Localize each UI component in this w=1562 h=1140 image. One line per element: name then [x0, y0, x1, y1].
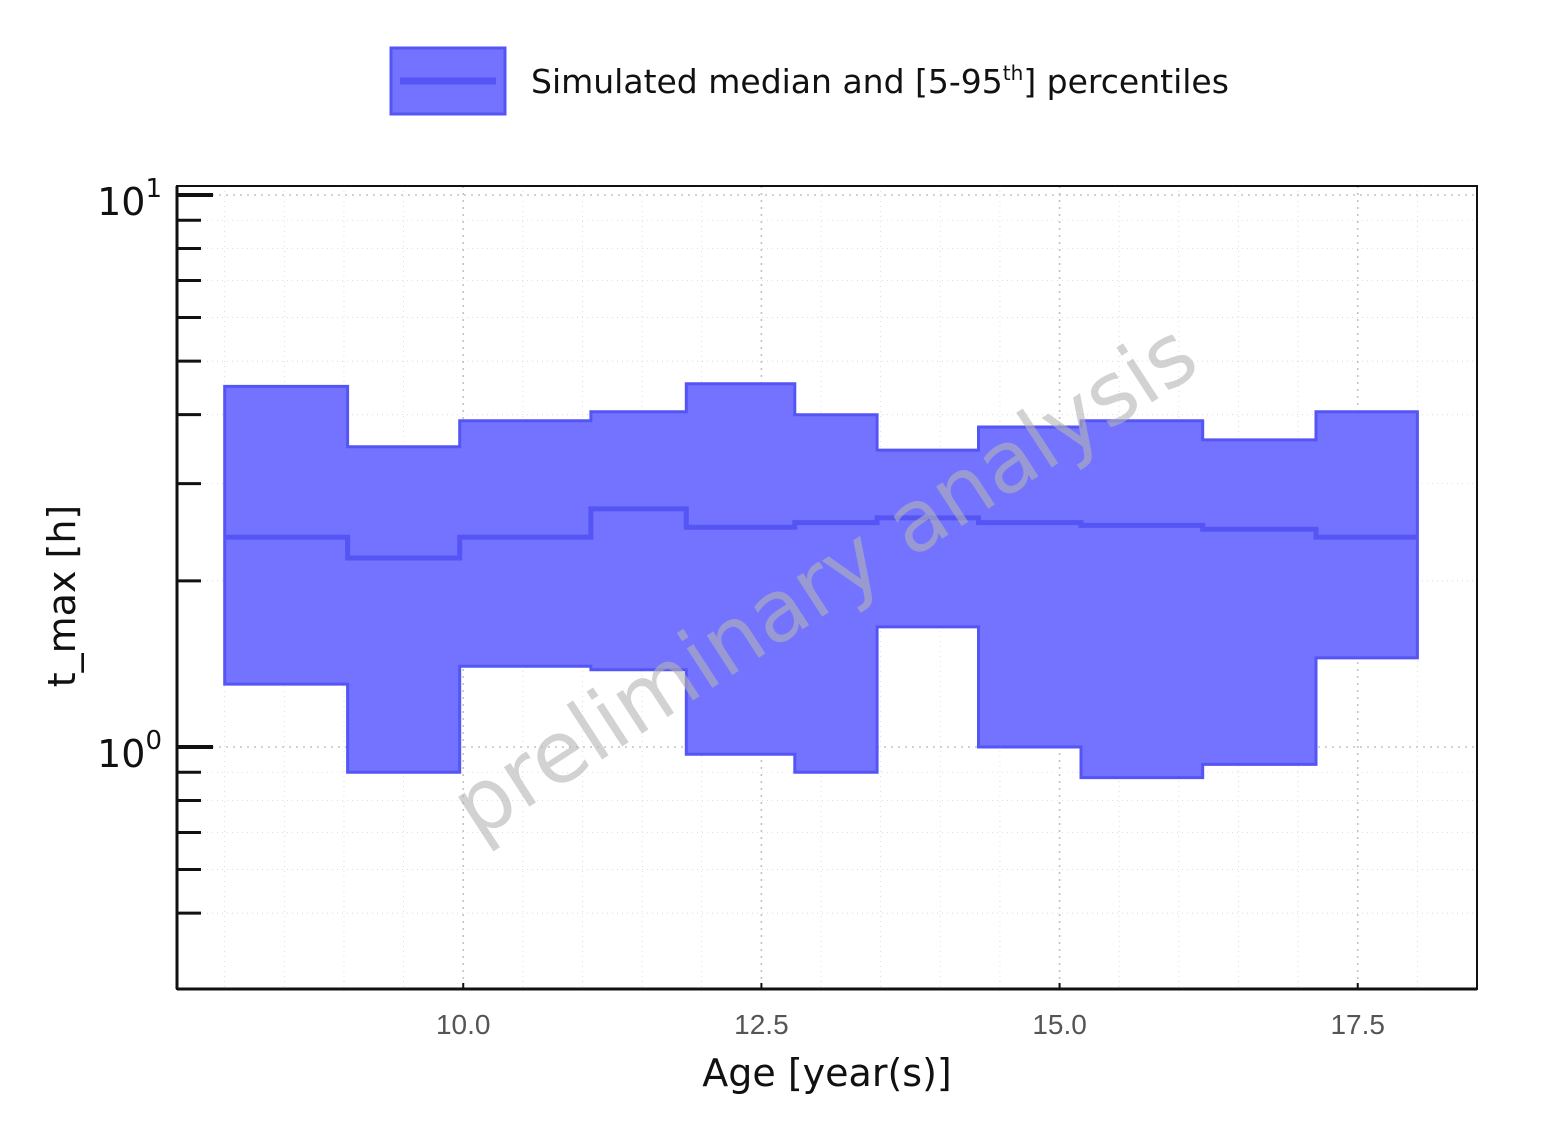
y-axis-ticks: 100 101: [97, 174, 213, 915]
x-tick-label: 15.0: [1032, 1009, 1087, 1040]
y-tick-label: 101: [97, 174, 162, 224]
x-tick-label: 12.5: [734, 1009, 789, 1040]
y-axis-label: t_max [h]: [40, 505, 84, 688]
x-axis-ticks: 10.0 12.5 15.0 17.5: [436, 983, 1385, 1040]
x-tick-label: 10.0: [436, 1009, 491, 1040]
x-axis-label: Age [year(s)]: [702, 1051, 951, 1095]
legend-label-suffix: ] percentiles: [1023, 62, 1229, 101]
plot-area: [223, 382, 1419, 780]
grid: [177, 186, 1477, 989]
percentile-band: [223, 382, 1419, 780]
legend-label-superscript: th: [1003, 61, 1024, 85]
legend: Simulated median and [5-95th] percentile…: [389, 46, 1229, 116]
x-tick-label: 17.5: [1330, 1009, 1385, 1040]
legend-label: Simulated median and [5-95th] percentile…: [531, 61, 1229, 101]
legend-label-main: Simulated median and [5-95: [531, 62, 1003, 101]
y-tick-label: 100: [97, 726, 162, 776]
median-line: [224, 506, 1418, 561]
